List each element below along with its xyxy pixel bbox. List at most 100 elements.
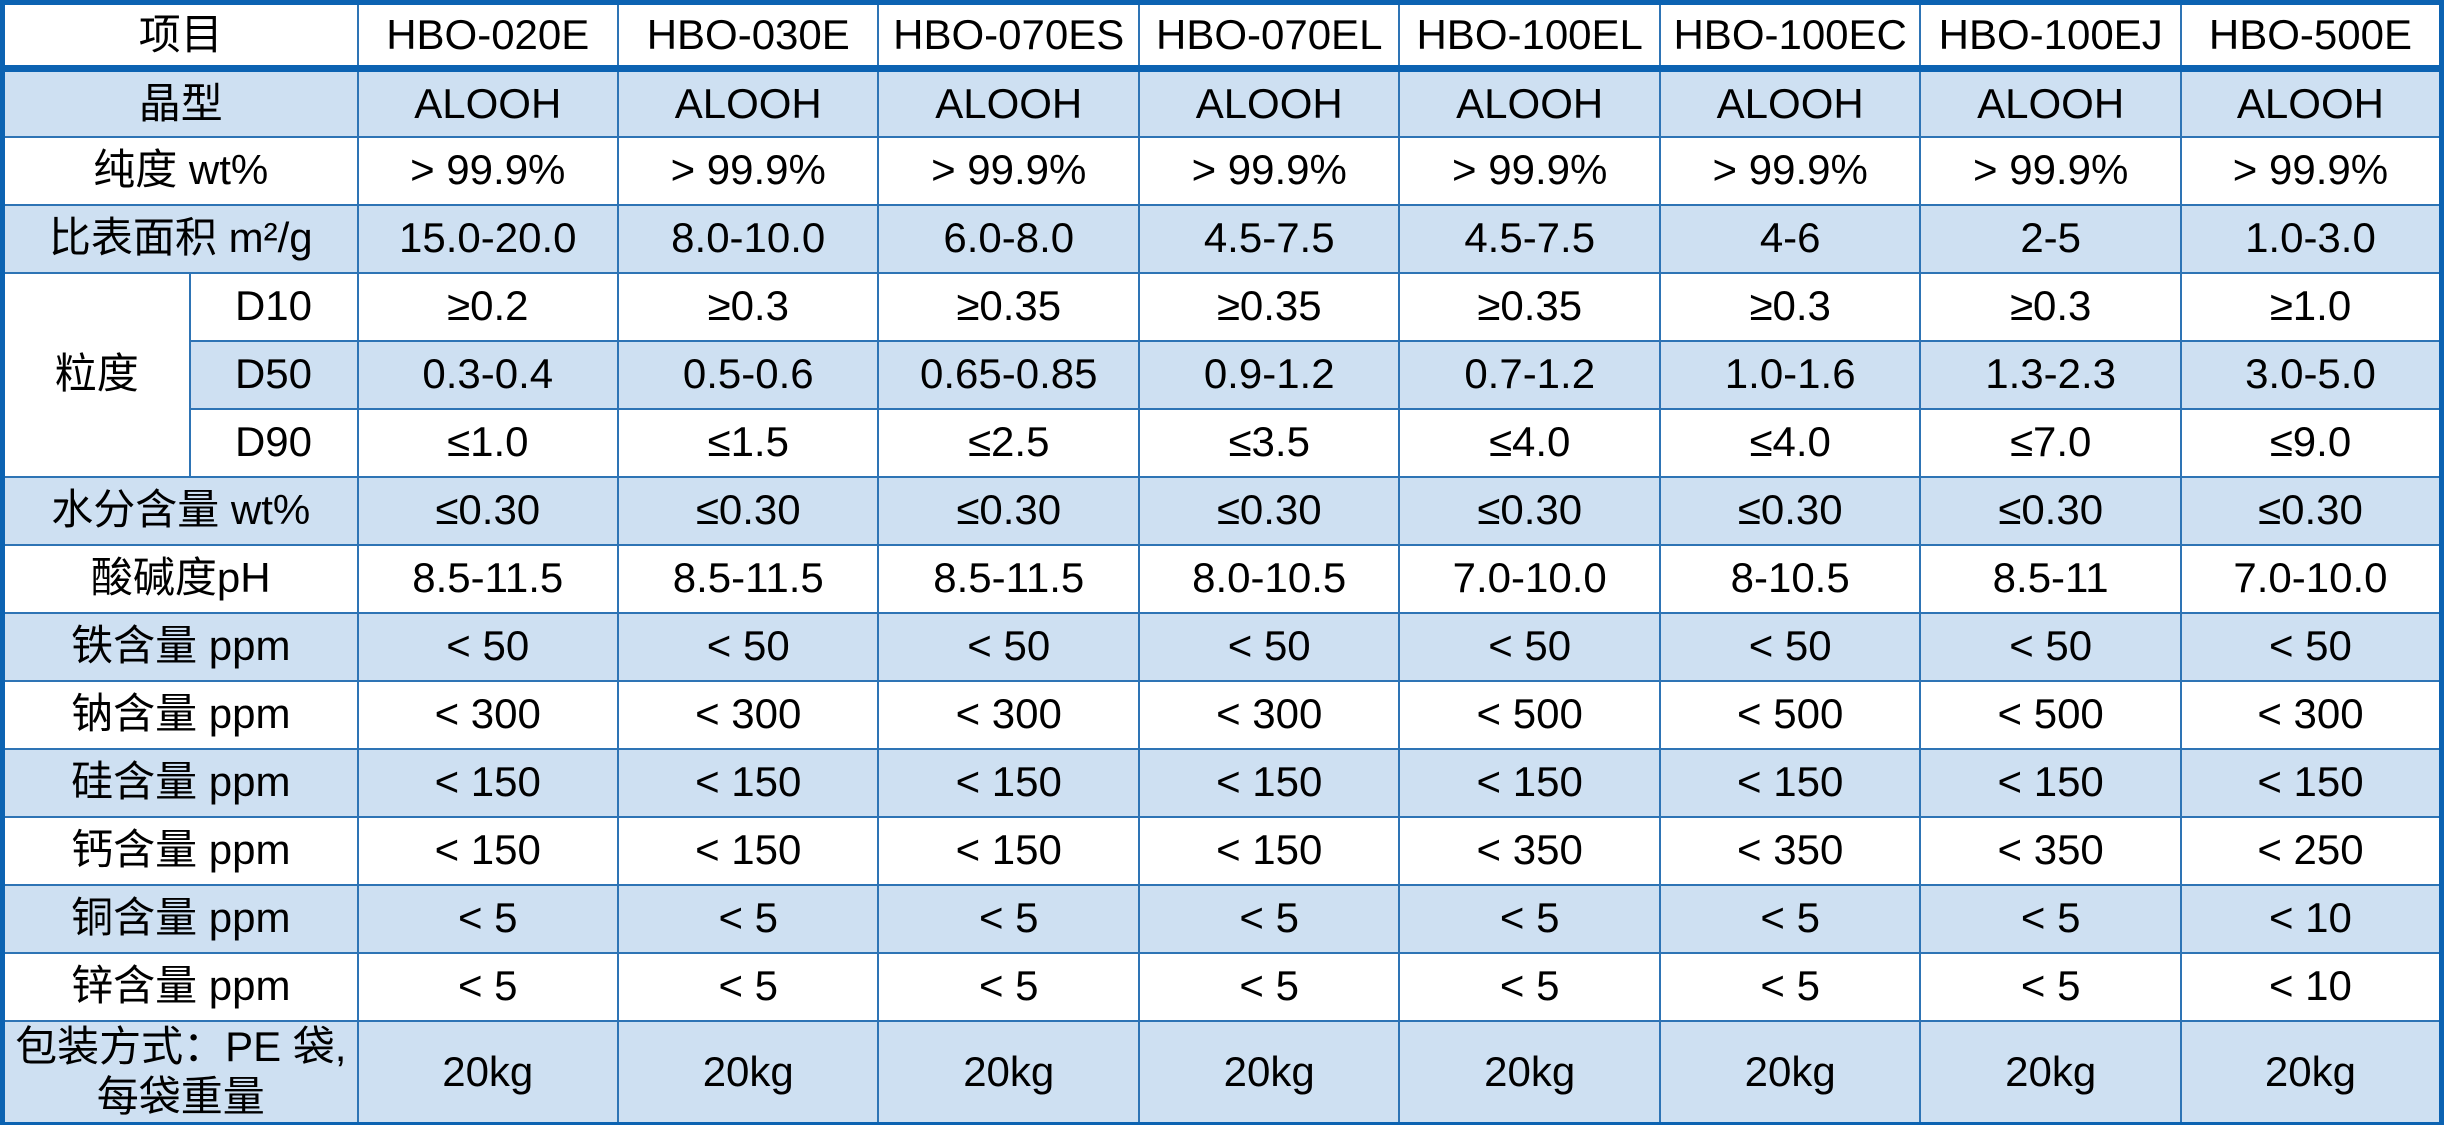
table-row: 酸碱度pH 8.5-11.5 8.5-11.5 8.5-11.5 8.0-10.5 7.0… — [1, 543, 2443, 614]
value-cell: ≤1.5 — [616, 407, 880, 478]
table-row: 粒度 D10 ≥0.2 ≥0.3 ≥0.35 ≥0.35 ≥0.35 ≥0.3 ≥0.3 ≥1.0 — [1, 271, 2443, 478]
value-cell: 1.0-1.6 — [1658, 339, 1922, 410]
value-cell: < 5 — [1398, 883, 1661, 954]
header-product-cell: HBO-100EJ — [1919, 1, 2182, 72]
value-cell: 0.9-1.2 — [1137, 339, 1401, 410]
value-cell: 4-6 — [1658, 203, 1922, 274]
value-cell: < 150 — [356, 747, 620, 818]
value-cell: ≤0.30 — [2179, 475, 2443, 546]
table-row: 纯度 wt% > 99.9% > 99.9% > 99.9% > 99.9% > 99.9… — [1, 135, 2443, 206]
value-cell: < 50 — [1658, 611, 1922, 682]
value-cell: ≥0.35 — [1137, 271, 1401, 342]
value-cell: < 5 — [616, 883, 880, 954]
value-cell: < 50 — [877, 611, 1140, 682]
row-label: 水分含量 wt% — [1, 475, 359, 546]
value-cell: 4.5-7.5 — [1398, 203, 1661, 274]
value-cell: ≤7.0 — [1919, 407, 2182, 478]
value-cell: < 150 — [616, 815, 880, 886]
value-cell: > 99.9% — [616, 135, 880, 206]
row-label: 酸碱度pH — [1, 543, 359, 614]
value-cell: ≤4.0 — [1398, 407, 1661, 478]
value-cell: 8.0-10.5 — [1137, 543, 1401, 614]
value-cell: ≥0.35 — [1398, 271, 1661, 342]
value-cell: ≥0.2 — [356, 271, 620, 342]
value-cell: 8.5-11.5 — [356, 543, 620, 614]
value-cell: < 250 — [2179, 815, 2443, 886]
value-cell: < 50 — [2179, 611, 2443, 682]
value-cell: < 5 — [1398, 951, 1661, 1022]
table-row: 晶型 ALOOH ALOOH ALOOH ALOOH ALOOH ALOOH ALOOH ALO… — [1, 67, 2443, 138]
value-cell: 1.3-2.3 — [1919, 339, 2182, 410]
table-row: 硅含量 ppm < 150 < 150 < 150 < 150 < 150 < 150 < 1… — [1, 747, 2443, 818]
value-cell: < 5 — [1919, 951, 2182, 1022]
value-cell: ≥1.0 — [2179, 271, 2443, 342]
value-cell: < 50 — [616, 611, 880, 682]
value-cell: < 5 — [1137, 883, 1401, 954]
value-cell: 8.5-11.5 — [616, 543, 880, 614]
value-cell: < 500 — [1919, 679, 2182, 750]
value-cell: < 150 — [1137, 815, 1401, 886]
value-cell: < 5 — [356, 883, 620, 954]
header-product-cell: HBO-020E — [356, 1, 620, 72]
value-cell: 0.3-0.4 — [356, 339, 620, 410]
value-cell: < 50 — [356, 611, 620, 682]
value-cell: < 50 — [1398, 611, 1661, 682]
header-product-cell: HBO-100EC — [1658, 1, 1922, 72]
header-product-cell: HBO-070EL — [1137, 1, 1401, 72]
table-row: 钠含量 ppm < 300 < 300 < 300 < 300 < 500 < 500 < 5… — [1, 679, 2443, 750]
header-product-cell: HBO-030E — [616, 1, 880, 72]
row-label: 晶型 — [1, 67, 359, 138]
value-cell: 8.5-11.5 — [877, 543, 1140, 614]
header-item-label: 项目 — [1, 1, 359, 72]
value-cell: 7.0-10.0 — [1398, 543, 1661, 614]
sub-row-label: D90 — [188, 407, 359, 478]
value-cell: < 150 — [616, 747, 880, 818]
value-cell: < 350 — [1398, 815, 1661, 886]
value-cell: < 300 — [877, 679, 1140, 750]
value-cell: < 10 — [2179, 951, 2443, 1022]
row-label: 锌含量 ppm — [1, 951, 359, 1022]
table-row: D90 ≤1.0 ≤1.5 ≤2.5 ≤3.5 ≤4.0 ≤4.0 ≤7.0 ≤9.0 — [3, 407, 2443, 478]
value-cell: < 150 — [1137, 747, 1401, 818]
value-cell: < 500 — [1398, 679, 1661, 750]
value-cell: ALOOH — [2179, 67, 2443, 138]
value-cell: < 10 — [2179, 883, 2443, 954]
value-cell: 20kg — [356, 1019, 620, 1125]
value-cell: ≤2.5 — [877, 407, 1140, 478]
row-label: 比表面积 m²/g — [1, 203, 359, 274]
value-cell: < 150 — [1919, 747, 2182, 818]
value-cell: ALOOH — [1137, 67, 1401, 138]
value-cell: 1.0-3.0 — [2179, 203, 2443, 274]
value-cell: ≥0.3 — [1919, 271, 2182, 342]
value-cell: < 300 — [616, 679, 880, 750]
granule-group-label: 粒度 — [1, 271, 191, 478]
value-cell: < 350 — [1658, 815, 1922, 886]
value-cell: < 50 — [1919, 611, 2182, 682]
value-cell: > 99.9% — [1137, 135, 1401, 206]
value-cell: < 150 — [1658, 747, 1922, 818]
value-cell: ≥0.3 — [616, 271, 880, 342]
value-cell: > 99.9% — [1658, 135, 1922, 206]
value-cell: < 300 — [356, 679, 620, 750]
value-cell: 15.0-20.0 — [356, 203, 620, 274]
value-cell: > 99.9% — [877, 135, 1140, 206]
value-cell: ≤0.30 — [356, 475, 620, 546]
row-label: 钙含量 ppm — [1, 815, 359, 886]
table-row: 锌含量 ppm < 5 < 5 < 5 < 5 < 5 < 5 < 5 < 10 — [1, 951, 2443, 1022]
value-cell: < 300 — [2179, 679, 2443, 750]
value-cell: ≤0.30 — [1658, 475, 1922, 546]
value-cell: 3.0-5.0 — [2179, 339, 2443, 410]
sub-row-label: D50 — [188, 339, 359, 410]
value-cell: < 5 — [1658, 883, 1922, 954]
value-cell: < 150 — [1398, 747, 1661, 818]
header-product-cell: HBO-500E — [2179, 1, 2443, 72]
value-cell: ALOOH — [1398, 67, 1661, 138]
value-cell: ALOOH — [616, 67, 880, 138]
value-cell: 20kg — [616, 1019, 880, 1125]
row-label: 铁含量 ppm — [1, 611, 359, 682]
value-cell: ALOOH — [1919, 67, 2182, 138]
value-cell: ≤0.30 — [877, 475, 1140, 546]
value-cell: < 5 — [1658, 951, 1922, 1022]
